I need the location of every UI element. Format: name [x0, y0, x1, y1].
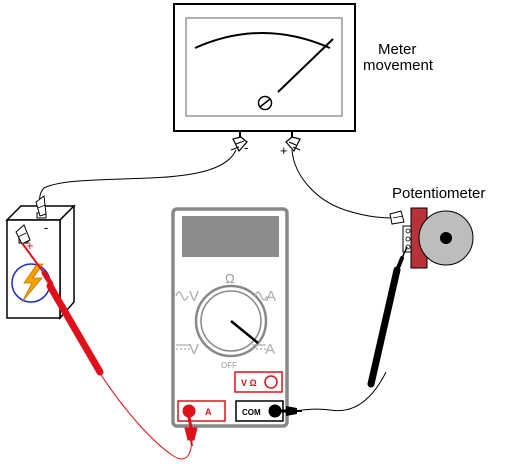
potentiometer-shaft	[440, 232, 452, 244]
wire-red-probe-to-amps-jack	[97, 369, 193, 460]
amps-jack[interactable]	[182, 404, 196, 418]
black-probe-handle[interactable]	[367, 266, 401, 388]
multimeter: Ω V A V A OFF V Ω A COM	[171, 207, 289, 428]
meter-movement-label-line1: Meter	[378, 41, 416, 58]
wire-meter-plus-to-potentiometer	[291, 149, 398, 219]
red-test-probe[interactable]	[21, 242, 104, 376]
wire-black-probe-to-com	[291, 371, 387, 412]
selector-pointer	[230, 320, 259, 344]
dial-label-ac-volts: V	[189, 288, 199, 305]
dial-label-dc-volts: V	[189, 341, 199, 358]
meter-minus-terminal	[230, 131, 248, 153]
meter-minus-label: -	[244, 140, 248, 155]
ac-wave-icon	[175, 291, 189, 301]
battery-minus-clip	[35, 195, 47, 217]
potentiometer-label: Potentiometer	[392, 185, 485, 202]
meter-movement: - +	[173, 3, 356, 158]
dial-label-off: OFF	[221, 361, 237, 370]
meter-scale-arc	[194, 32, 331, 49]
dial-label-dc-amps: A	[265, 341, 275, 358]
wire-meter-minus-to-battery	[39, 149, 237, 205]
red-probe-handle[interactable]	[46, 282, 104, 376]
black-test-probe[interactable]	[367, 246, 408, 388]
battery-plus-label: +	[26, 238, 34, 253]
meter-needle	[277, 38, 334, 93]
amps-jack-label: A	[205, 407, 212, 417]
com-jack[interactable]	[268, 404, 282, 418]
v-ohm-jack[interactable]	[264, 375, 278, 389]
lightning-bolt-icon	[21, 263, 44, 303]
potentiometer[interactable]	[389, 207, 474, 269]
battery-minus-label: -	[44, 220, 48, 235]
v-ohm-jack-label: V Ω	[241, 378, 257, 388]
com-jack-label: COM	[242, 408, 261, 417]
multimeter-display	[182, 216, 279, 257]
meter-plus-terminal	[285, 131, 301, 153]
meter-movement-label-line2: movement	[363, 57, 434, 74]
battery	[5, 195, 76, 320]
red-lead-plug[interactable]	[184, 416, 198, 447]
meter-plus-label: +	[280, 143, 288, 158]
ac-wave-icon-amps	[254, 291, 268, 301]
dial-label-ohm: Ω	[225, 271, 235, 286]
black-lead-plug[interactable]	[280, 406, 302, 416]
dial-label-ac-amps: A	[266, 288, 276, 305]
